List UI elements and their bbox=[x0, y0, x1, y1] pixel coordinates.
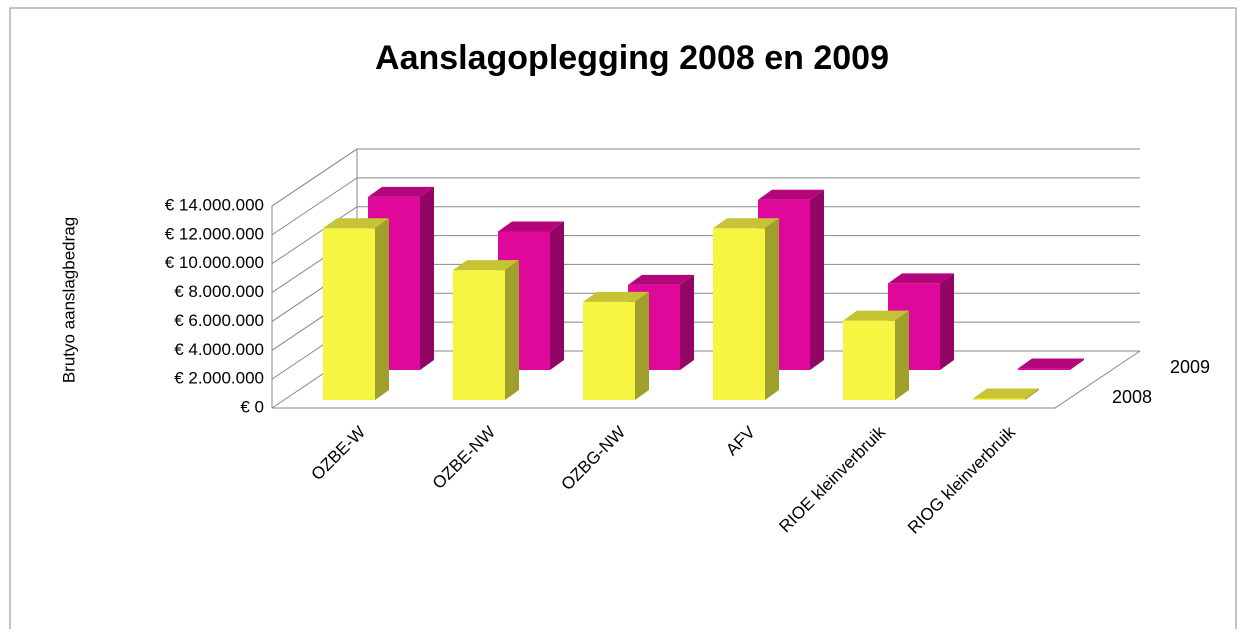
bar-side bbox=[550, 221, 564, 370]
series-label: 2009 bbox=[1170, 357, 1210, 377]
bar bbox=[323, 218, 389, 400]
bar-front bbox=[843, 320, 895, 400]
bar-top bbox=[1018, 358, 1084, 369]
bar-front bbox=[973, 398, 1025, 400]
bar-top bbox=[583, 291, 649, 302]
bar-front bbox=[1018, 368, 1070, 370]
bar bbox=[713, 218, 779, 400]
y-tick-label: € 14.000.000 bbox=[165, 195, 264, 214]
bar bbox=[973, 388, 1039, 400]
bar-side bbox=[765, 218, 779, 400]
y-tick-label: € 6.000.000 bbox=[174, 311, 264, 330]
bar-side bbox=[375, 218, 389, 400]
bar-front bbox=[323, 228, 375, 400]
y-tick-label: € 0 bbox=[240, 397, 264, 416]
bar bbox=[1018, 358, 1084, 370]
bar-side bbox=[1025, 388, 1039, 400]
y-tick-label: € 12.000.000 bbox=[165, 224, 264, 243]
y-tick-label: € 8.000.000 bbox=[174, 282, 264, 301]
y-tick-label: € 10.000.000 bbox=[165, 253, 264, 272]
bar-front bbox=[453, 270, 505, 400]
bar-top bbox=[628, 274, 694, 285]
bar-front bbox=[713, 228, 765, 400]
grid-line bbox=[271, 206, 1140, 265]
bar-front bbox=[583, 301, 635, 400]
bar-side bbox=[635, 291, 649, 400]
bar-top bbox=[758, 189, 824, 200]
bar-top bbox=[973, 388, 1039, 399]
series-label: 2008 bbox=[1112, 387, 1152, 407]
bar-side bbox=[940, 273, 954, 370]
bar-top bbox=[453, 260, 519, 271]
y-tick-label: € 4.000.000 bbox=[174, 340, 264, 359]
bar-top bbox=[498, 221, 564, 232]
bar-top bbox=[713, 218, 779, 229]
bar-top bbox=[888, 273, 954, 284]
bar-side bbox=[505, 260, 519, 400]
bar-side bbox=[420, 186, 434, 370]
chart-title: Aanslagoplegging 2008 en 2009 bbox=[375, 39, 889, 77]
y-axis-label: Brutyo aanslagbedrag bbox=[59, 217, 78, 383]
y-tick-label: € 2.000.000 bbox=[174, 369, 264, 388]
bar bbox=[758, 189, 824, 370]
bar bbox=[453, 260, 519, 400]
bar bbox=[843, 310, 909, 400]
bar-side bbox=[680, 274, 694, 370]
bar-side bbox=[895, 310, 909, 400]
bar bbox=[583, 291, 649, 400]
bar-side bbox=[810, 189, 824, 370]
bar-top bbox=[323, 218, 389, 229]
grid-line bbox=[271, 177, 1140, 236]
grid-line bbox=[271, 148, 1140, 207]
floor bbox=[272, 350, 1141, 409]
bar-top bbox=[843, 310, 909, 321]
bar-top bbox=[368, 186, 434, 197]
bar-side bbox=[1070, 358, 1084, 370]
